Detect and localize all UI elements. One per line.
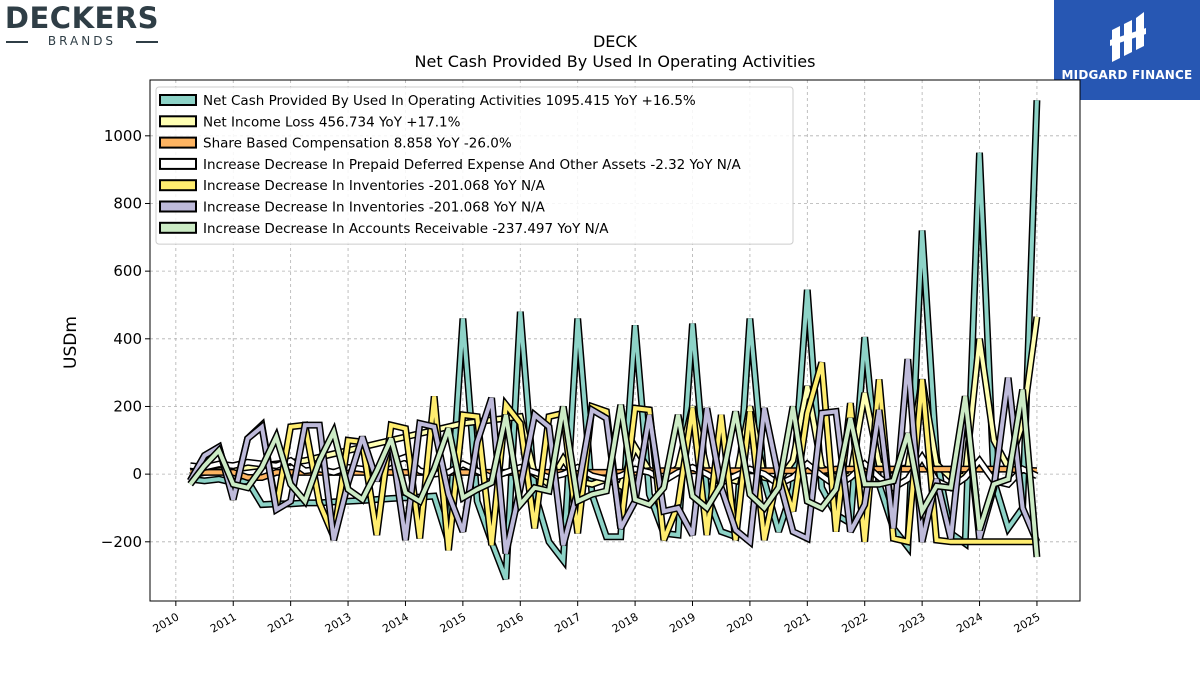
legend-entry: Net Cash Provided By Used In Operating A…: [159, 93, 696, 109]
x-tick-label: 2017: [552, 610, 583, 635]
legend-swatch: [159, 179, 197, 192]
legend-entry: Increase Decrease In Accounts Receivable…: [159, 221, 609, 237]
legend-label: Net Cash Provided By Used In Operating A…: [203, 93, 696, 109]
legend-swatch: [159, 221, 197, 234]
y-tick-label: 200: [113, 397, 142, 415]
x-tick-label: 2025: [1012, 610, 1043, 635]
legend-box: [155, 86, 794, 245]
legend-swatch: [159, 157, 197, 170]
y-tick-label: 1000: [104, 127, 142, 145]
midgard-mark-icon: [1110, 12, 1146, 62]
y-tick-label: 600: [113, 262, 142, 280]
legend-entry: Increase Decrease In Prepaid Deferred Ex…: [159, 157, 741, 173]
y-tick-label: −200: [101, 533, 142, 551]
chart-title: DECK: [592, 32, 638, 51]
y-axis-label: USDm: [61, 316, 81, 369]
midgard-wordmark: MIDGARD FINANCE: [1061, 68, 1193, 82]
x-tick-label: 2021: [782, 610, 813, 635]
legend-label: Increase Decrease In Inventories -201.06…: [203, 178, 546, 194]
series-line: [188, 389, 1039, 558]
x-tick-label: 2014: [380, 610, 411, 635]
y-axis: −200 0 200 400 600 800 1000: [101, 127, 150, 551]
x-tick-label: 2011: [208, 610, 239, 635]
legend-entry: Share Based Compensation 8.858 YoY -26.0…: [159, 136, 512, 152]
x-tick-label: 2019: [667, 610, 698, 635]
legend-swatch: [159, 115, 197, 128]
legend-label: Net Income Loss 456.734 YoY +17.1%: [203, 114, 461, 130]
x-tick-label: 2010: [151, 610, 182, 635]
x-tick-label: 2016: [495, 610, 526, 635]
logo-rule-right: [136, 41, 158, 43]
logo-subline: BRANDS: [4, 32, 160, 50]
x-tick-label: 2023: [897, 610, 928, 635]
legend-entry: Net Income Loss 456.734 YoY +17.1%: [159, 114, 461, 130]
x-tick-label: 2020: [725, 610, 756, 635]
x-tick-label: 2012: [265, 610, 296, 635]
series-7: [187, 389, 1041, 558]
y-tick-label: 400: [113, 330, 142, 348]
legend-label: Increase Decrease In Prepaid Deferred Ex…: [203, 157, 741, 173]
x-tick-label: 2022: [839, 610, 870, 635]
legend-swatch: [159, 200, 197, 213]
legend-swatch: [159, 94, 197, 106]
legend: Net Cash Provided By Used In Operating A…: [155, 86, 794, 245]
series-line: [188, 358, 1039, 555]
legend-label: Increase Decrease In Accounts Receivable…: [203, 221, 609, 237]
y-tick-label: 0: [132, 465, 142, 483]
x-tick-label: 2015: [438, 610, 469, 635]
y-tick-label: 800: [113, 194, 142, 212]
series-6: [187, 358, 1041, 555]
chart-title-block: DECK Net Cash Provided By Used In Operat…: [150, 32, 1080, 72]
logo-rule-left: [6, 41, 28, 43]
deckers-brands-logo: DECKERS BRANDS: [4, 2, 160, 50]
legend-entry: Increase Decrease In Inventories -201.06…: [159, 200, 546, 216]
logo-subtext: BRANDS: [47, 34, 117, 48]
series-group: [187, 100, 1041, 581]
x-tick-label: 2018: [610, 610, 641, 635]
x-tick-label: 2013: [323, 610, 354, 635]
legend-label: Increase Decrease In Inventories -201.06…: [203, 200, 546, 216]
axes-frame: [149, 79, 1081, 602]
logo-wordmark: DECKERS: [4, 1, 160, 35]
chart-subtitle: Net Cash Provided By Used In Operating A…: [414, 52, 816, 71]
legend-label: Share Based Compensation 8.858 YoY -26.0…: [203, 136, 512, 152]
legend-entry: Increase Decrease In Inventories -201.06…: [159, 178, 546, 194]
legend-swatch: [159, 136, 197, 149]
x-axis: 2010 2011 2012 2013 2014 2015 2016 2017 2018 2019…: [151, 601, 1043, 636]
x-tick-label: 2024: [954, 610, 985, 635]
